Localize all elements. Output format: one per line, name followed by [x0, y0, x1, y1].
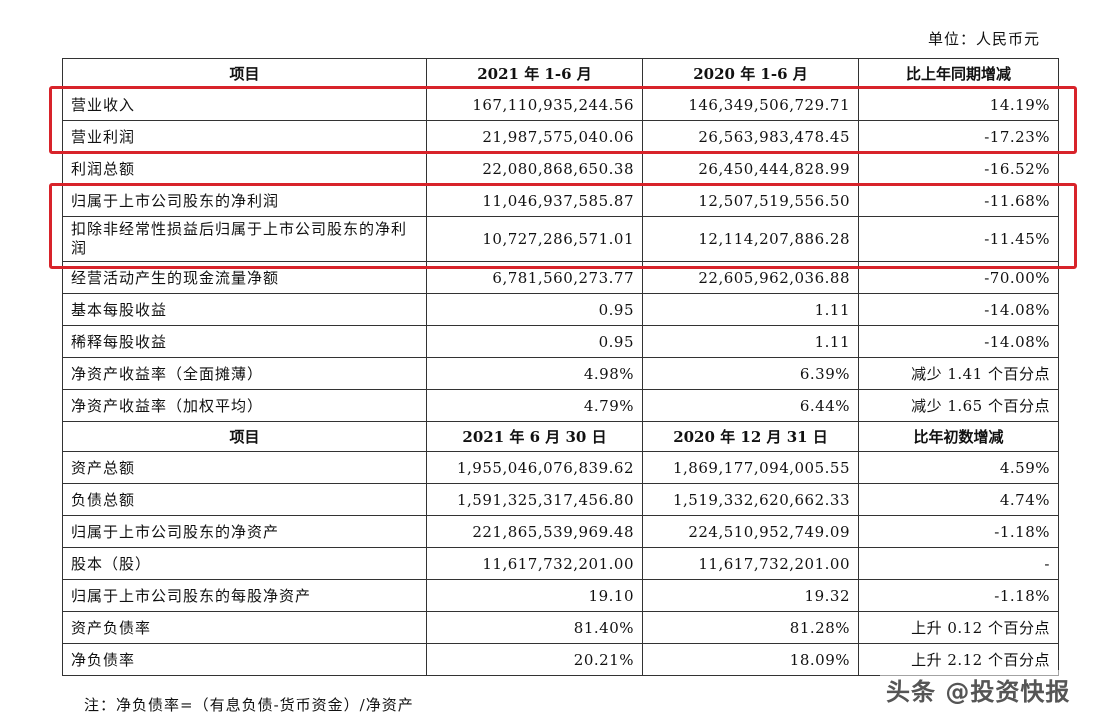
row-label: 归属于上市公司股东的净资产 [62, 515, 427, 548]
value-change: -17.23% [858, 120, 1059, 153]
row-label: 净负债率 [62, 643, 427, 676]
table-row: 净资产收益率（加权平均） 4.79% 6.44% 减少 1.65 个百分点 [62, 389, 1059, 422]
value-change: -1.18% [858, 515, 1059, 548]
table-row: 营业利润 21,987,575,040.06 26,563,983,478.45… [62, 120, 1059, 153]
unit-label: 单位：人民币元 [927, 30, 1040, 48]
table-row: 资产负债率 81.40% 81.28% 上升 0.12 个百分点 [62, 611, 1059, 644]
value-change: 减少 1.41 个百分点 [858, 357, 1059, 390]
value-prior: 6.39% [642, 357, 859, 390]
row-label: 负债总额 [62, 483, 427, 516]
value-current: 221,865,539,969.48 [426, 515, 643, 548]
value-current: 10,727,286,571.01 [426, 216, 643, 262]
value-current: 11,617,732,201.00 [426, 547, 643, 580]
value-change: 减少 1.65 个百分点 [858, 389, 1059, 422]
row-label: 经营活动产生的现金流量净额 [62, 261, 427, 294]
value-change: 上升 0.12 个百分点 [858, 611, 1059, 644]
value-prior: 1,869,177,094,005.55 [642, 451, 859, 484]
value-prior: 12,507,519,556.50 [642, 184, 859, 217]
table-row: 净资产收益率（全面摊薄） 4.98% 6.39% 减少 1.41 个百分点 [62, 357, 1059, 390]
row-label: 归属于上市公司股东的净利润 [62, 184, 427, 217]
table-row: 归属于上市公司股东的每股净资产 19.10 19.32 -1.18% [62, 579, 1059, 612]
value-current: 1,955,046,076,839.62 [426, 451, 643, 484]
financial-summary-table: 项目 2021 年 1-6 月 2020 年 1-6 月 比上年同期增减 营业收… [62, 58, 1059, 676]
value-current: 4.98% [426, 357, 643, 390]
row-label: 净资产收益率（加权平均） [62, 389, 427, 422]
value-prior: 26,563,983,478.45 [642, 120, 859, 153]
row-label: 股本（股） [62, 547, 427, 580]
row-label: 扣除非经常性损益后归属于上市公司股东的净利润 [62, 216, 427, 262]
value-current: 22,080,868,650.38 [426, 152, 643, 185]
row-label: 资产总额 [62, 451, 427, 484]
header-yoy-change: 比上年同期增减 [858, 58, 1059, 89]
value-prior: 11,617,732,201.00 [642, 547, 859, 580]
value-change: -1.18% [858, 579, 1059, 612]
value-change: -11.45% [858, 216, 1059, 262]
table2-header-row: 项目 2021 年 6 月 30 日 2020 年 12 月 31 日 比年初数… [62, 421, 1059, 452]
value-prior: 22,605,962,036.88 [642, 261, 859, 294]
value-current: 81.40% [426, 611, 643, 644]
value-current: 1,591,325,317,456.80 [426, 483, 643, 516]
header-item: 项目 [62, 58, 427, 89]
value-current: 0.95 [426, 293, 643, 326]
value-current: 20.21% [426, 643, 643, 676]
row-label: 营业收入 [62, 88, 427, 121]
footnote: 注：净负债率=（有息负债-货币资金）/净资产 [84, 696, 414, 714]
value-prior: 19.32 [642, 579, 859, 612]
table-row: 归属于上市公司股东的净资产 221,865,539,969.48 224,510… [62, 515, 1059, 548]
watermark: 头条 @投资快报 [880, 670, 1077, 709]
header-2020h1: 2020 年 1-6 月 [642, 58, 859, 89]
table-row: 归属于上市公司股东的净利润 11,046,937,585.87 12,507,5… [62, 184, 1059, 217]
value-current: 6,781,560,273.77 [426, 261, 643, 294]
row-label: 稀释每股收益 [62, 325, 427, 358]
value-change: 14.19% [858, 88, 1059, 121]
value-prior: 12,114,207,886.28 [642, 216, 859, 262]
value-change: -70.00% [858, 261, 1059, 294]
value-change: - [858, 547, 1059, 580]
value-prior: 224,510,952,749.09 [642, 515, 859, 548]
row-label: 利润总额 [62, 152, 427, 185]
value-current: 0.95 [426, 325, 643, 358]
value-current: 19.10 [426, 579, 643, 612]
value-change: -14.08% [858, 293, 1059, 326]
table-row: 资产总额 1,955,046,076,839.62 1,869,177,094,… [62, 451, 1059, 484]
row-label: 基本每股收益 [62, 293, 427, 326]
value-prior: 6.44% [642, 389, 859, 422]
table1-header-row: 项目 2021 年 1-6 月 2020 年 1-6 月 比上年同期增减 [62, 58, 1059, 89]
table-row: 稀释每股收益 0.95 1.11 -14.08% [62, 325, 1059, 358]
header-ytd-change: 比年初数增减 [858, 421, 1059, 452]
row-label: 净资产收益率（全面摊薄） [62, 357, 427, 390]
table-row: 营业收入 167,110,935,244.56 146,349,506,729.… [62, 88, 1059, 121]
value-prior: 1.11 [642, 293, 859, 326]
value-prior: 18.09% [642, 643, 859, 676]
value-prior: 1.11 [642, 325, 859, 358]
value-change: -14.08% [858, 325, 1059, 358]
value-change: 4.74% [858, 483, 1059, 516]
value-prior: 146,349,506,729.71 [642, 88, 859, 121]
table-row: 基本每股收益 0.95 1.11 -14.08% [62, 293, 1059, 326]
table-row: 股本（股） 11,617,732,201.00 11,617,732,201.0… [62, 547, 1059, 580]
value-current: 4.79% [426, 389, 643, 422]
value-prior: 26,450,444,828.99 [642, 152, 859, 185]
header-item: 项目 [62, 421, 427, 452]
value-current: 21,987,575,040.06 [426, 120, 643, 153]
value-prior: 81.28% [642, 611, 859, 644]
value-current: 167,110,935,244.56 [426, 88, 643, 121]
table-row: 利润总额 22,080,868,650.38 26,450,444,828.99… [62, 152, 1059, 185]
table-row: 经营活动产生的现金流量净额 6,781,560,273.77 22,605,96… [62, 261, 1059, 294]
header-2020-12-31: 2020 年 12 月 31 日 [642, 421, 859, 452]
row-label: 资产负债率 [62, 611, 427, 644]
row-label: 归属于上市公司股东的每股净资产 [62, 579, 427, 612]
value-change: 4.59% [858, 451, 1059, 484]
header-2021-06-30: 2021 年 6 月 30 日 [426, 421, 643, 452]
table-row: 净负债率 20.21% 18.09% 上升 2.12 个百分点 [62, 643, 1059, 676]
value-current: 11,046,937,585.87 [426, 184, 643, 217]
table-row: 扣除非经常性损益后归属于上市公司股东的净利润 10,727,286,571.01… [62, 216, 1059, 262]
row-label: 营业利润 [62, 120, 427, 153]
header-2021h1: 2021 年 1-6 月 [426, 58, 643, 89]
table-row: 负债总额 1,591,325,317,456.80 1,519,332,620,… [62, 483, 1059, 516]
value-change: -16.52% [858, 152, 1059, 185]
value-change: -11.68% [858, 184, 1059, 217]
value-prior: 1,519,332,620,662.33 [642, 483, 859, 516]
